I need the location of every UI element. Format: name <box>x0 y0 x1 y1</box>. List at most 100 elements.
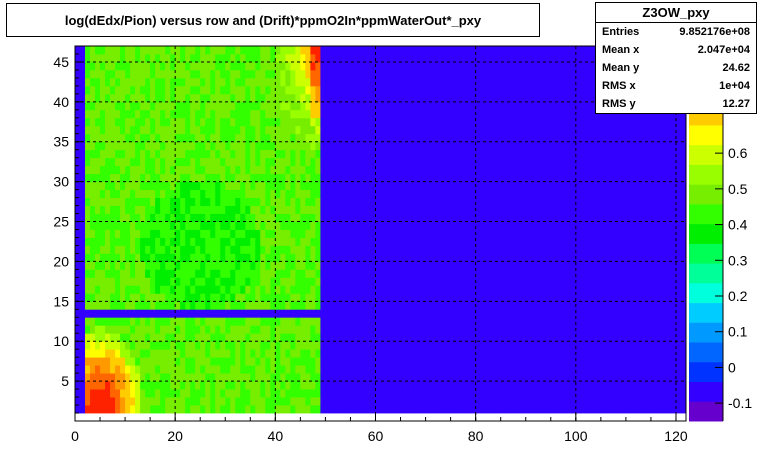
heatmap-cell <box>75 381 81 390</box>
heatmap-cell <box>585 269 592 278</box>
heatmap-cell <box>280 253 286 262</box>
heatmap-cell <box>120 157 126 167</box>
heatmap-cell <box>610 269 617 278</box>
heatmap-cell <box>550 381 557 390</box>
heatmap-cell <box>390 53 396 63</box>
heatmap-cell <box>215 93 221 103</box>
heatmap-cell <box>500 181 507 191</box>
heatmap-cell <box>605 197 612 206</box>
heatmap-cell <box>480 309 487 318</box>
heatmap-cell <box>515 77 522 87</box>
heatmap-cell <box>470 309 477 318</box>
heatmap-cell <box>505 381 512 390</box>
heatmap-cell <box>340 181 346 191</box>
heatmap-cell <box>290 229 296 238</box>
heatmap-cell <box>600 325 607 334</box>
heatmap-cell <box>390 389 396 398</box>
heatmap-cell <box>565 205 572 214</box>
heatmap-cell <box>310 317 316 326</box>
heatmap-cell <box>430 205 436 214</box>
heatmap-cell <box>365 405 371 414</box>
heatmap-cell <box>400 157 406 167</box>
heatmap-cell <box>95 237 101 246</box>
heatmap-cell <box>520 373 527 382</box>
heatmap-cell <box>490 61 497 71</box>
heatmap-cell <box>250 301 256 310</box>
heatmap-cell <box>225 293 231 302</box>
heatmap-cell <box>590 213 597 222</box>
heatmap-cell <box>385 173 391 183</box>
heatmap-cell <box>540 245 547 254</box>
heatmap-cell <box>360 117 366 127</box>
heatmap-cell <box>305 109 311 119</box>
heatmap-cell <box>155 61 161 71</box>
heatmap-cell <box>175 309 181 318</box>
heatmap-cell <box>250 357 256 366</box>
heatmap-cell <box>205 261 211 270</box>
heatmap-cell <box>370 269 376 278</box>
heatmap-cell <box>315 85 321 95</box>
heatmap-cell <box>200 157 206 167</box>
heatmap-cell <box>590 381 597 390</box>
heatmap-cell <box>365 333 371 342</box>
heatmap-cell <box>565 221 572 230</box>
heatmap-cell <box>195 205 201 214</box>
heatmap-cell <box>530 245 537 254</box>
heatmap-cell <box>395 389 401 398</box>
heatmap-cell <box>615 349 622 358</box>
heatmap-cell <box>485 117 492 127</box>
heatmap-cell <box>585 181 592 191</box>
heatmap-cell <box>175 317 181 326</box>
heatmap-cell <box>230 181 236 191</box>
heatmap-cell <box>170 261 176 270</box>
heatmap-cell <box>305 93 311 103</box>
heatmap-cell <box>110 309 116 318</box>
heatmap-cell <box>175 46 181 55</box>
heatmap-cell <box>490 293 497 302</box>
heatmap-cell <box>605 309 612 318</box>
heatmap-cell <box>230 141 236 151</box>
heatmap-cell <box>75 53 81 63</box>
heatmap-cell <box>135 101 141 111</box>
heatmap-cell <box>520 301 527 310</box>
heatmap-cell <box>280 285 286 294</box>
heatmap-cell <box>325 229 331 238</box>
heatmap-cell <box>155 165 161 175</box>
heatmap-cell <box>570 277 577 286</box>
heatmap-cell <box>540 317 547 326</box>
heatmap-cell <box>225 61 231 71</box>
heatmap-cell <box>545 197 552 206</box>
heatmap-cell <box>340 245 346 254</box>
heatmap-cell <box>155 405 161 414</box>
heatmap-cell <box>320 357 326 366</box>
heatmap-cell <box>375 213 381 222</box>
heatmap-cell <box>455 245 462 254</box>
heatmap-cell <box>575 269 582 278</box>
heatmap-cell <box>215 189 221 198</box>
heatmap-cell <box>460 269 467 278</box>
heatmap-cell <box>250 109 256 119</box>
heatmap-cell <box>580 397 587 406</box>
heatmap-cell <box>315 381 321 390</box>
heatmap-cell <box>165 349 171 358</box>
heatmap-cell <box>335 365 341 374</box>
heatmap-cell <box>170 101 176 111</box>
heatmap-cell <box>365 261 371 270</box>
heatmap-cell <box>455 93 462 103</box>
heatmap-cell <box>200 69 206 79</box>
heatmap-cell <box>575 61 582 71</box>
heatmap-cell <box>245 261 251 270</box>
heatmap-cell <box>530 269 537 278</box>
heatmap-cell <box>205 125 211 135</box>
heatmap-cell <box>170 341 176 350</box>
heatmap-cell <box>210 61 216 71</box>
heatmap-cell <box>545 133 552 143</box>
heatmap-cell <box>370 53 376 63</box>
heatmap-cell <box>385 277 391 286</box>
heatmap-cell <box>395 53 401 63</box>
heatmap-cell <box>570 149 577 159</box>
heatmap-cell <box>275 61 281 71</box>
heatmap-cell <box>470 93 477 103</box>
heatmap-cell <box>380 253 386 262</box>
heatmap-cell <box>370 349 376 358</box>
